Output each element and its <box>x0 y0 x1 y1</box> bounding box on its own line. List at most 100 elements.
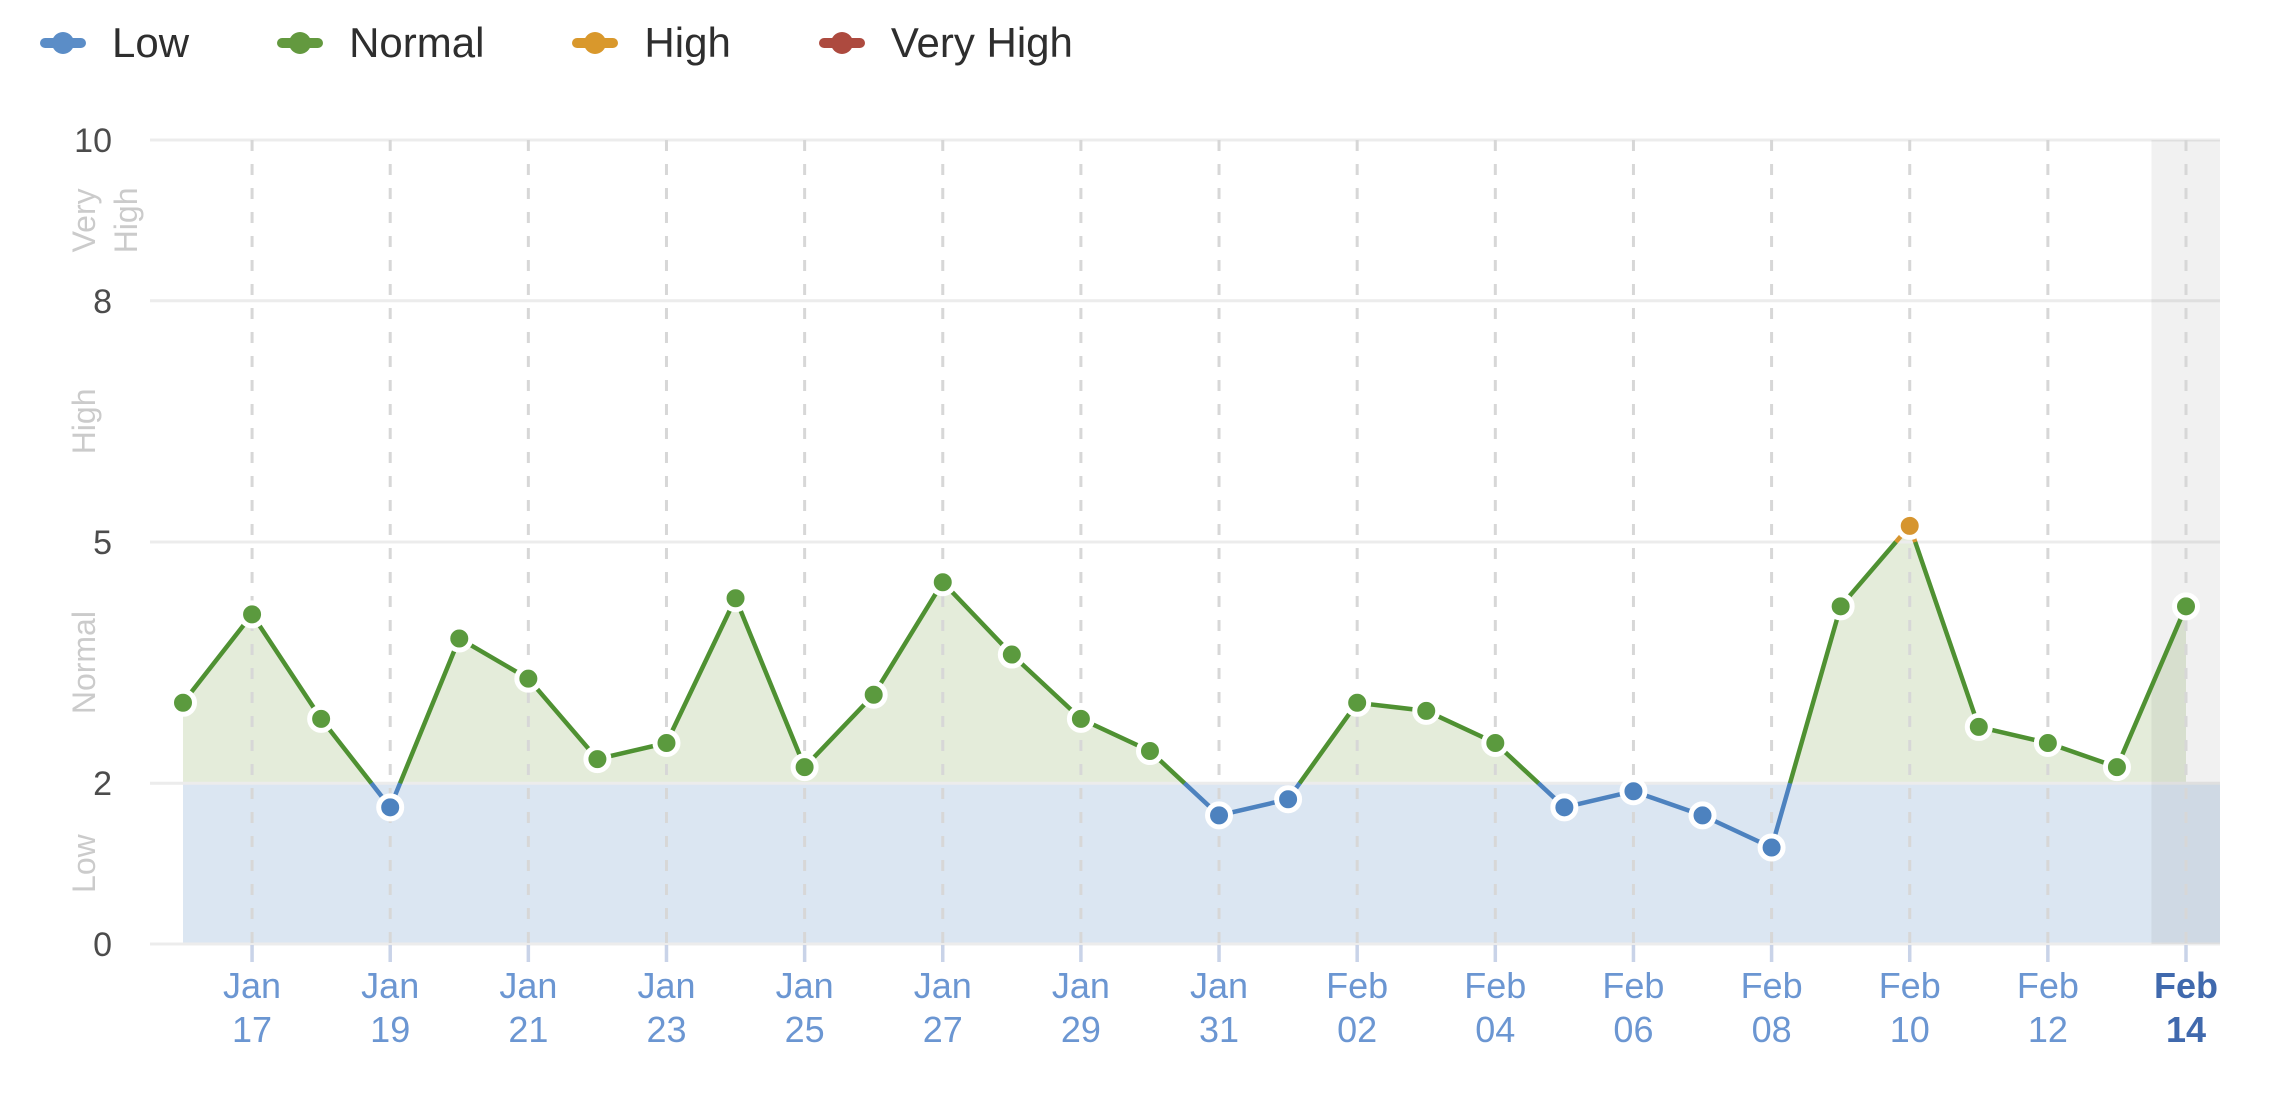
data-point-jan-22[interactable] <box>583 745 612 774</box>
line-segment <box>940 579 1015 657</box>
legend-marker-high-icon <box>572 32 619 54</box>
low-zone-band <box>183 783 2220 944</box>
data-point-feb-13[interactable] <box>2102 753 2131 782</box>
x-tick-label-day: 17 <box>232 1009 272 1050</box>
series-area-fill <box>183 525 2186 784</box>
line-segment <box>1009 652 1084 722</box>
y-tick-label: 10 <box>74 122 112 160</box>
x-tick-label-day: 12 <box>2028 1009 2068 1050</box>
data-point-jan-28[interactable] <box>997 640 1026 669</box>
x-tick-label-day: 08 <box>1752 1009 1792 1050</box>
x-tick-label-day: 21 <box>508 1009 548 1050</box>
x-tick-label-month: Jan <box>223 965 281 1006</box>
legend-label-low: Low <box>112 19 190 66</box>
data-point-jan-21[interactable] <box>514 664 543 693</box>
line-segment <box>871 579 946 698</box>
line-segment <box>664 596 738 746</box>
data-point-jan-17[interactable] <box>238 600 267 629</box>
data-point-jan-30[interactable] <box>1135 737 1164 766</box>
data-point-feb-10[interactable] <box>1895 511 1924 540</box>
data-point-feb-14[interactable] <box>2172 592 2200 621</box>
x-tick-label-month: Feb <box>1464 965 1526 1006</box>
data-point-jan-20[interactable] <box>445 624 474 653</box>
legend-item-low[interactable]: Low <box>40 22 189 64</box>
x-tick-label-month: Jan <box>1052 965 1110 1006</box>
line-segment <box>526 676 600 762</box>
legend-item-very-high[interactable]: Very High <box>818 19 1073 66</box>
x-tick-label-month: Jan <box>637 965 695 1006</box>
x-tick-label-month: Jan <box>914 965 972 1006</box>
legend-label-high: High <box>644 19 731 66</box>
x-tick-label-month: Jan <box>361 965 419 1006</box>
x-tick-label-day: 25 <box>785 1009 825 1050</box>
x-tick-label-month: Feb <box>1602 965 1664 1006</box>
line-segment <box>387 636 462 810</box>
line-segment <box>318 716 393 810</box>
y-zone-label-very-high: Very <box>66 188 102 252</box>
line-segment <box>2114 604 2189 770</box>
x-tick-label-month: Jan <box>776 965 834 1006</box>
x-tick-label-day: 06 <box>1613 1009 1653 1050</box>
data-point-feb-08[interactable] <box>1757 833 1786 862</box>
x-tick-label-month: Jan <box>1190 965 1248 1006</box>
data-point-jan-26[interactable] <box>859 680 888 709</box>
legend-marker-low-icon <box>40 32 86 54</box>
x-tick-label-day: 04 <box>1475 1009 1515 1050</box>
x-tick-label-day: 10 <box>1890 1009 1930 1050</box>
line-segment <box>1907 523 1982 730</box>
x-tick-label-month: Feb <box>1741 965 1803 1006</box>
x-tick-label-day: 14 <box>2166 1009 2206 1050</box>
y-zone-label-normal: Normal <box>66 611 102 714</box>
legend-item-high[interactable]: High <box>572 19 731 66</box>
x-tick-label-day: 29 <box>1061 1009 1101 1050</box>
x-tick-label-month: Feb <box>1879 965 1941 1006</box>
data-point-feb-03[interactable] <box>1412 696 1441 725</box>
legend-label-normal: Normal <box>349 19 485 66</box>
line-segment <box>802 692 876 770</box>
data-point-jan-24[interactable] <box>721 584 750 613</box>
y-tick-label: 8 <box>93 283 112 321</box>
data-point-feb-05[interactable] <box>1550 793 1579 822</box>
data-point-jan-31[interactable] <box>1205 801 1234 830</box>
data-point-jan-23[interactable] <box>652 729 681 757</box>
x-tick-label-day: 19 <box>370 1009 410 1050</box>
line-segment <box>1769 604 1843 850</box>
legend-item-normal[interactable]: Normal <box>277 22 484 64</box>
chart-legend: Low Normal High Very High <box>40 22 1073 64</box>
data-point-jan-16[interactable] <box>169 688 197 717</box>
y-tick-label: 2 <box>93 765 112 803</box>
data-point-feb-09[interactable] <box>1826 592 1855 621</box>
y-tick-label: 0 <box>93 926 112 964</box>
y-zone-label-high: High <box>66 388 102 454</box>
data-point-jan-29[interactable] <box>1066 704 1095 733</box>
data-point-jan-27[interactable] <box>928 568 957 597</box>
data-point-feb-07[interactable] <box>1688 801 1717 830</box>
y-zone-label-low: Low <box>66 833 102 893</box>
data-point-jan-25[interactable] <box>790 753 819 782</box>
x-tick-label-day: 02 <box>1337 1009 1377 1050</box>
y-tick-label: 5 <box>93 524 112 562</box>
line-segment <box>249 612 324 722</box>
legend-marker-normal-icon <box>277 32 324 54</box>
data-point-jan-19[interactable] <box>376 793 405 822</box>
data-point-feb-01[interactable] <box>1274 785 1303 814</box>
line-segment <box>1493 740 1567 810</box>
line-segment <box>1285 700 1360 802</box>
line-segment <box>733 596 807 770</box>
data-point-feb-02[interactable] <box>1343 688 1372 717</box>
line-segment <box>180 612 255 706</box>
data-point-feb-06[interactable] <box>1619 777 1648 806</box>
y-zone-label-very-high: High <box>108 187 144 253</box>
x-tick-label-day: 27 <box>923 1009 963 1050</box>
current-day-highlight-band <box>2151 140 2220 944</box>
data-point-feb-04[interactable] <box>1481 729 1510 757</box>
x-tick-label-month: Feb <box>1326 965 1388 1006</box>
data-point-feb-11[interactable] <box>1964 712 1993 741</box>
legend-label-very-high: Very High <box>890 19 1073 66</box>
data-point-feb-12[interactable] <box>2033 729 2062 757</box>
x-tick-label-day: 31 <box>1199 1009 1239 1050</box>
legend-marker-very-high-icon <box>818 32 865 54</box>
data-point-jan-18[interactable] <box>307 704 336 733</box>
